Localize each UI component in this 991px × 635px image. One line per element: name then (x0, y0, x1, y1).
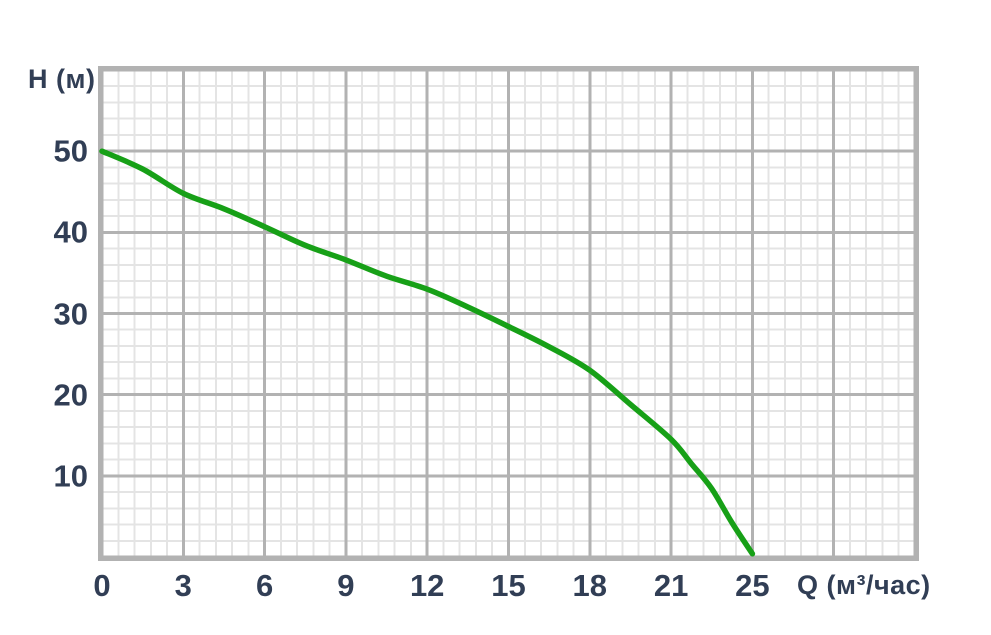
x-tick-label: 21 (653, 568, 689, 603)
x-tick-label: 9 (337, 568, 355, 603)
x-tick-label: 18 (572, 568, 608, 603)
pump-curve-line (99, 148, 756, 557)
y-tick-label: 50 (53, 133, 88, 169)
y-tick-label: 30 (53, 296, 88, 331)
y-tick-label: 20 (53, 377, 88, 413)
x-tick-label: 0 (93, 568, 111, 603)
grid (102, 70, 915, 557)
x-tick-label: 6 (255, 568, 274, 603)
pump-curve-svg (99, 148, 756, 557)
y-tick-label: 10 (53, 458, 88, 494)
y-axis-title: H (м) (28, 64, 96, 94)
x-tick-label: 12 (409, 568, 445, 603)
x-tick-label: 15 (491, 568, 526, 603)
plot-area (98, 66, 919, 561)
x-axis-title: Q (м³/час) (797, 570, 931, 600)
x-tick-label: 25 (735, 568, 770, 603)
x-tick-label: 3 (174, 568, 192, 603)
y-tick-label: 40 (53, 214, 88, 250)
